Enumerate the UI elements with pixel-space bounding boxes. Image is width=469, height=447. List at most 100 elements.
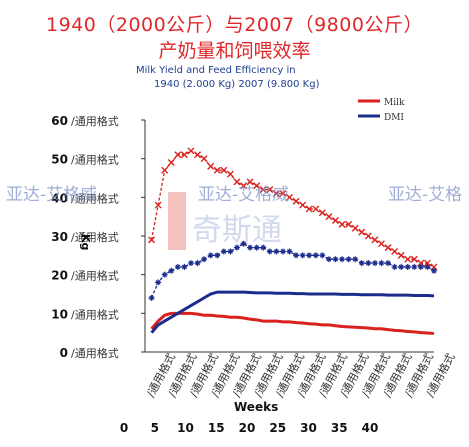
data-point (260, 244, 267, 251)
x-axis-label: Weeks (234, 400, 278, 414)
data-point (358, 228, 366, 236)
data-point (286, 248, 293, 255)
x-tick-label: 15 (208, 421, 225, 435)
series-dmi-1940 (150, 290, 435, 334)
logo-watermark: 奇斯通 (168, 192, 282, 250)
data-point (253, 182, 261, 190)
x-tick-label: 20 (239, 421, 256, 435)
data-point (180, 151, 188, 159)
series-milk-1940 (150, 311, 435, 335)
x-rotated-labels: /通用格式/通用格式/通用格式/通用格式/通用格式/通用格式/通用格式/通用格式… (143, 351, 457, 400)
data-point (312, 252, 319, 259)
data-point (259, 186, 267, 194)
data-point (279, 189, 287, 197)
x-tick-label: 0 (120, 421, 128, 435)
data-point (404, 263, 411, 270)
data-point (384, 244, 392, 252)
data-point (352, 256, 359, 263)
data-point (398, 263, 405, 270)
data-point (424, 263, 431, 270)
data-point (207, 252, 214, 259)
x-tick-label: 35 (331, 421, 348, 435)
x-tick-label: 5 (151, 421, 159, 435)
y-tick-suffix: /通用格式 (71, 346, 119, 360)
watermark-text-3: 亚达-艾格 (388, 185, 463, 205)
data-point (293, 252, 300, 259)
y-tick-label: 10 (51, 307, 68, 321)
y-tick-label: 30 (51, 230, 68, 244)
data-point (253, 244, 260, 251)
data-point (325, 256, 332, 263)
series-line (150, 150, 435, 268)
data-point (345, 256, 352, 263)
legend-label-milk: Milk (384, 98, 405, 108)
y-tick-label: 20 (51, 269, 68, 283)
data-point (410, 255, 418, 263)
data-point (411, 263, 418, 270)
data-point (397, 251, 405, 259)
data-point (240, 182, 248, 190)
data-point (371, 236, 379, 244)
x-tick-label: 25 (269, 421, 286, 435)
data-point (391, 263, 398, 270)
data-point (200, 155, 208, 163)
data-point (148, 236, 156, 244)
data-point (220, 248, 227, 255)
data-point (318, 209, 326, 217)
data-point (377, 240, 385, 248)
data-point (201, 256, 208, 263)
chart-title-line2: 产奶量和饲喂效率 (158, 40, 311, 62)
data-point (247, 244, 254, 251)
series-line (150, 311, 435, 335)
data-point (174, 263, 181, 270)
data-point (391, 247, 399, 255)
data-point (272, 189, 280, 197)
data-point (226, 170, 234, 178)
y-tick-suffix: /通用格式 (71, 191, 119, 205)
data-point (266, 248, 273, 255)
data-point (194, 260, 201, 267)
data-point (332, 256, 339, 263)
data-point (286, 193, 293, 201)
data-point (385, 260, 392, 267)
data-point (279, 248, 286, 255)
data-point (312, 205, 320, 213)
data-point (358, 260, 365, 267)
data-point (187, 147, 195, 155)
chart-subtitle-line1: Milk Yield and Feed Efficiency in (136, 65, 296, 76)
data-point (161, 166, 169, 174)
x-tick-label: 10 (177, 421, 194, 435)
data-point (148, 294, 155, 301)
y-tick-suffix: /通用格式 (71, 114, 119, 128)
data-point (207, 162, 215, 170)
data-point (345, 220, 353, 228)
chart-subtitle-line2: 1940 (2.000 Kg) 2007 (9.800 Kg) (154, 79, 320, 90)
watermark-text-2: 亚达-艾格威 (198, 185, 290, 205)
x-tick-labels: 0 5 10 15 20 25 30 35 40 (120, 421, 379, 435)
data-point (305, 205, 313, 213)
legend-label-dmi: DMI (384, 113, 404, 123)
data-point (273, 248, 280, 255)
data-point (365, 260, 372, 267)
data-point (431, 267, 437, 274)
data-point (371, 260, 378, 267)
data-point (240, 240, 247, 247)
data-point (161, 271, 168, 278)
y-tick-label: 60 (51, 114, 68, 128)
data-point (266, 186, 274, 194)
legend: Milk DMI (358, 98, 405, 123)
data-point (299, 252, 306, 259)
data-point (227, 248, 234, 255)
data-point (174, 151, 182, 159)
y-tick-suffix: /通用格式 (71, 269, 119, 283)
data-point (417, 263, 424, 270)
data-point (168, 267, 175, 274)
y-tick-label: 0 (60, 346, 68, 360)
data-point (319, 252, 326, 259)
data-point (331, 217, 339, 225)
data-point (364, 232, 372, 240)
chart-title-line1: 1940（2000公斤）与2007（9800公斤） (46, 14, 423, 36)
y-tick-suffix: /通用格式 (71, 153, 119, 167)
series-dmi (148, 240, 437, 301)
data-point (351, 224, 359, 232)
